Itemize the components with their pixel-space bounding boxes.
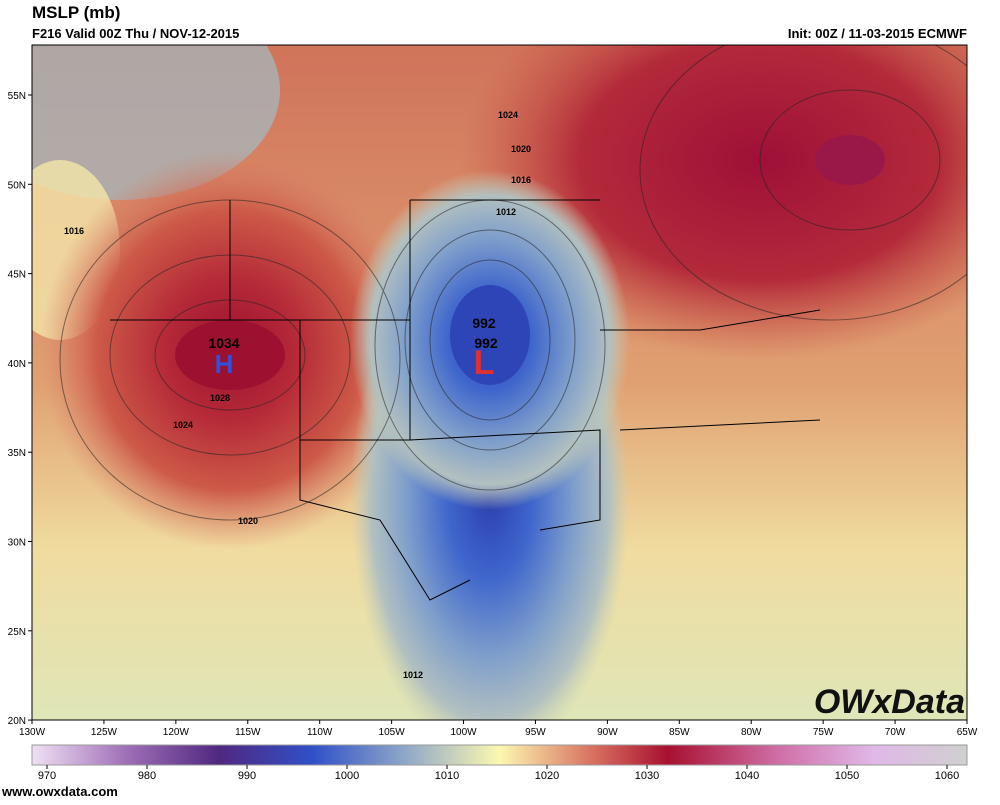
colorbar-label: 1020 [535,770,559,782]
colorbar-label: 1060 [935,770,959,782]
colorbar-label: 1040 [735,770,759,782]
lat-label: 30N [8,538,26,549]
colorbar-label: 990 [238,770,256,782]
lon-label: 130W [19,727,46,738]
colorbar-label: 980 [138,770,156,782]
colorbar [31,744,968,766]
lon-label: 75W [813,727,834,738]
lat-label: 50N [8,180,26,191]
contour-label: 1020 [238,516,258,526]
colorbar-label: 970 [38,770,56,782]
lat-label: 55N [8,91,26,102]
contour-label: 1012 [496,207,516,217]
contour-label: 1020 [511,144,531,154]
lat-label: 35N [8,448,26,459]
map [32,45,967,720]
lat-label: 25N [8,627,26,638]
colorbar-label: 1000 [335,770,359,782]
map-frame [31,44,968,721]
lon-label: 90W [597,727,618,738]
pressure-center-value: 992 [474,335,498,351]
lon-label: 95W [525,727,546,738]
footer-url: www.owxdata.com [1,784,118,799]
contour-label: 1024 [173,420,193,430]
valid-time: F216 Valid 00Z Thu / NOV-12-2015 [32,26,239,41]
pressure-center-value: 992 [472,315,496,331]
lon-label: 80W [741,727,762,738]
watermark: OWxData [814,683,965,721]
contour-label: 1012 [403,670,423,680]
lon-label: 125W [91,727,118,738]
pressure-center-letter: H [215,349,234,379]
lon-label: 110W [307,727,333,738]
contour-label: 1016 [64,226,84,236]
colorbar-label: 1010 [435,770,459,782]
lon-label: 100W [450,727,477,738]
lat-label: 45N [8,270,26,281]
contour-label: 1016 [511,175,531,185]
init-time: Init: 00Z / 11-03-2015 ECMWF [788,26,967,41]
pressure-center-letter: L [474,344,495,382]
pressure-center-value: 1034 [208,335,239,351]
lon-label: 105W [379,727,406,738]
lat-label: 20N [8,716,26,727]
lon-label: 115W [235,727,261,738]
title: MSLP (mb) [32,3,120,22]
colorbar-label: 1030 [635,770,659,782]
lat-label: 40N [8,359,26,370]
lon-label: 65W [957,727,978,738]
lon-label: 85W [669,727,690,738]
contour-label: 1028 [210,393,230,403]
lon-label: 120W [163,727,190,738]
colorbar-label: 1050 [835,770,859,782]
contour-label: 1024 [498,110,518,120]
lon-label: 70W [885,727,906,738]
